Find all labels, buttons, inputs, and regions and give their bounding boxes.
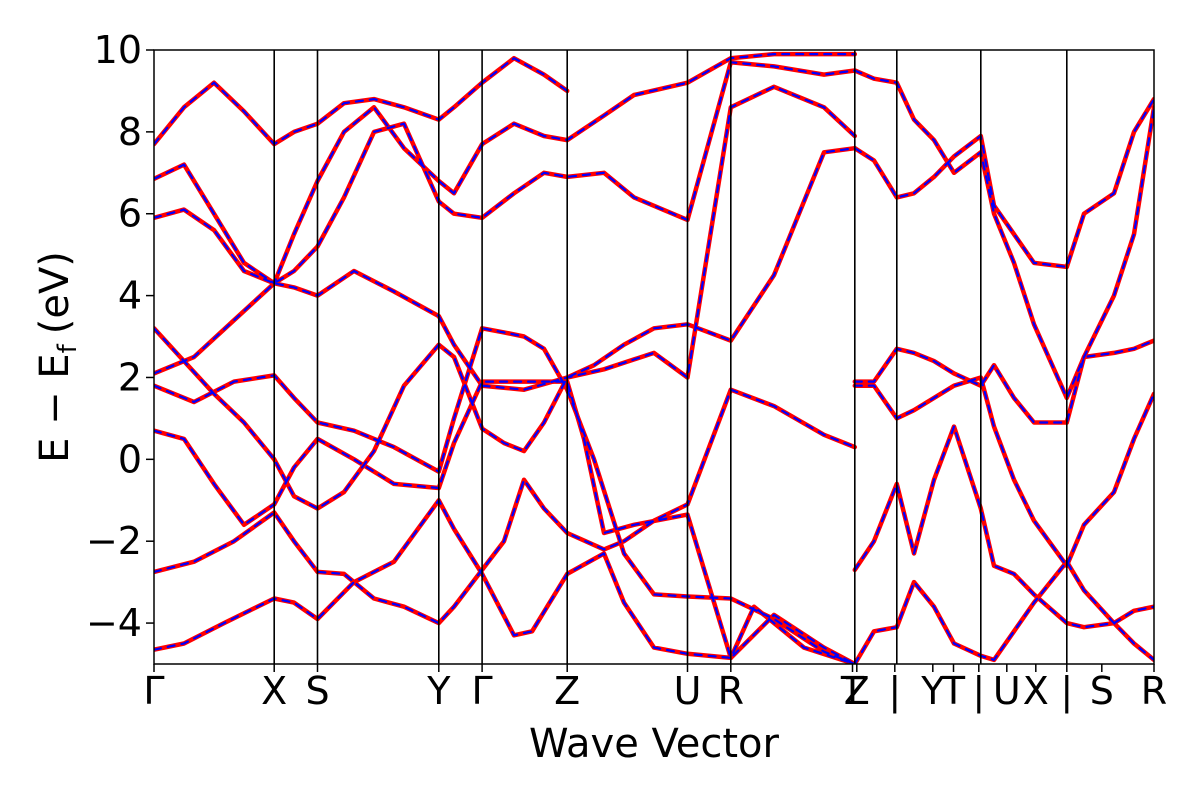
band-red-6: [154, 60, 858, 286]
x-tick-label-18: R: [1141, 669, 1167, 713]
x-tick-label-3: Y: [426, 669, 451, 713]
x-tick-label-12: T: [941, 669, 966, 713]
y-axis-title-main: E − E: [32, 353, 78, 463]
y-tick-label-7: 10: [94, 28, 142, 72]
x-tick-label-6: U: [674, 669, 702, 713]
band-blue-0: [154, 499, 856, 664]
bands-layer: [154, 51, 1154, 664]
band-blue-11: [853, 339, 1154, 424]
y-tick-label-2: 0: [118, 437, 142, 481]
y-tick-label-3: 2: [118, 355, 142, 399]
y-axis-title-subscript: f: [53, 343, 83, 353]
band-blue-14: [853, 560, 1154, 664]
x-tick-label-15: X: [1023, 669, 1049, 713]
y-tick-label-0: −4: [86, 601, 142, 645]
x-tick-label-14: U: [993, 669, 1021, 713]
band-blue-1: [154, 388, 856, 625]
x-tick-label-5: Z: [554, 669, 580, 713]
x-tick-label-11: Y: [920, 669, 945, 713]
band-red-1: [154, 387, 858, 626]
x-tick-label-10: |: [888, 669, 901, 714]
x-axis: Γ X S Y Γ Z U R TZ | YT | U X | S R: [143, 664, 1167, 714]
band-blue-9: [853, 69, 1154, 399]
x-tick-label-9: Z: [844, 669, 870, 713]
band-red-12: [852, 375, 1154, 569]
band-blue-8: [154, 57, 569, 146]
band-red-14: [852, 559, 1154, 664]
band-red-7: [154, 51, 858, 286]
plot-frame: [153, 49, 1155, 665]
band-blue-13: [853, 425, 1154, 629]
x-tick-label-1: X: [261, 669, 287, 713]
x-tick-label-0: Γ: [143, 669, 164, 713]
y-axis-title: E − Ef (eV): [32, 251, 83, 463]
x-tick-label-17: S: [1090, 669, 1114, 713]
band-blue-2: [154, 380, 856, 664]
y-tick-label-4: 4: [118, 274, 142, 318]
band-blue-6: [154, 61, 856, 285]
x-tick-label-13: |: [972, 669, 985, 714]
y-tick-label-1: −2: [86, 519, 142, 563]
x-tick-label-4: Γ: [472, 669, 493, 713]
x-tick-label-2: S: [305, 669, 329, 713]
band-blue-10: [853, 98, 1154, 268]
x-tick-label-16: |: [1060, 669, 1073, 714]
y-tick-label-5: 6: [118, 192, 142, 236]
band-blue-5: [154, 85, 856, 391]
band-blue-12: [853, 376, 1154, 567]
y-tick-label-6: 8: [118, 110, 142, 154]
x-axis-title: Wave Vector: [529, 721, 780, 767]
y-axis: −4 −2 0 2 4 6 8 10: [86, 28, 154, 645]
band-blue-3: [154, 327, 856, 664]
x-tick-label-7: R: [718, 669, 744, 713]
high-symmetry-lines: [273, 50, 1068, 664]
band-blue-7: [154, 53, 856, 285]
y-axis-title-unit: (eV): [32, 251, 78, 334]
x-tick-label-8: T: [840, 669, 865, 713]
